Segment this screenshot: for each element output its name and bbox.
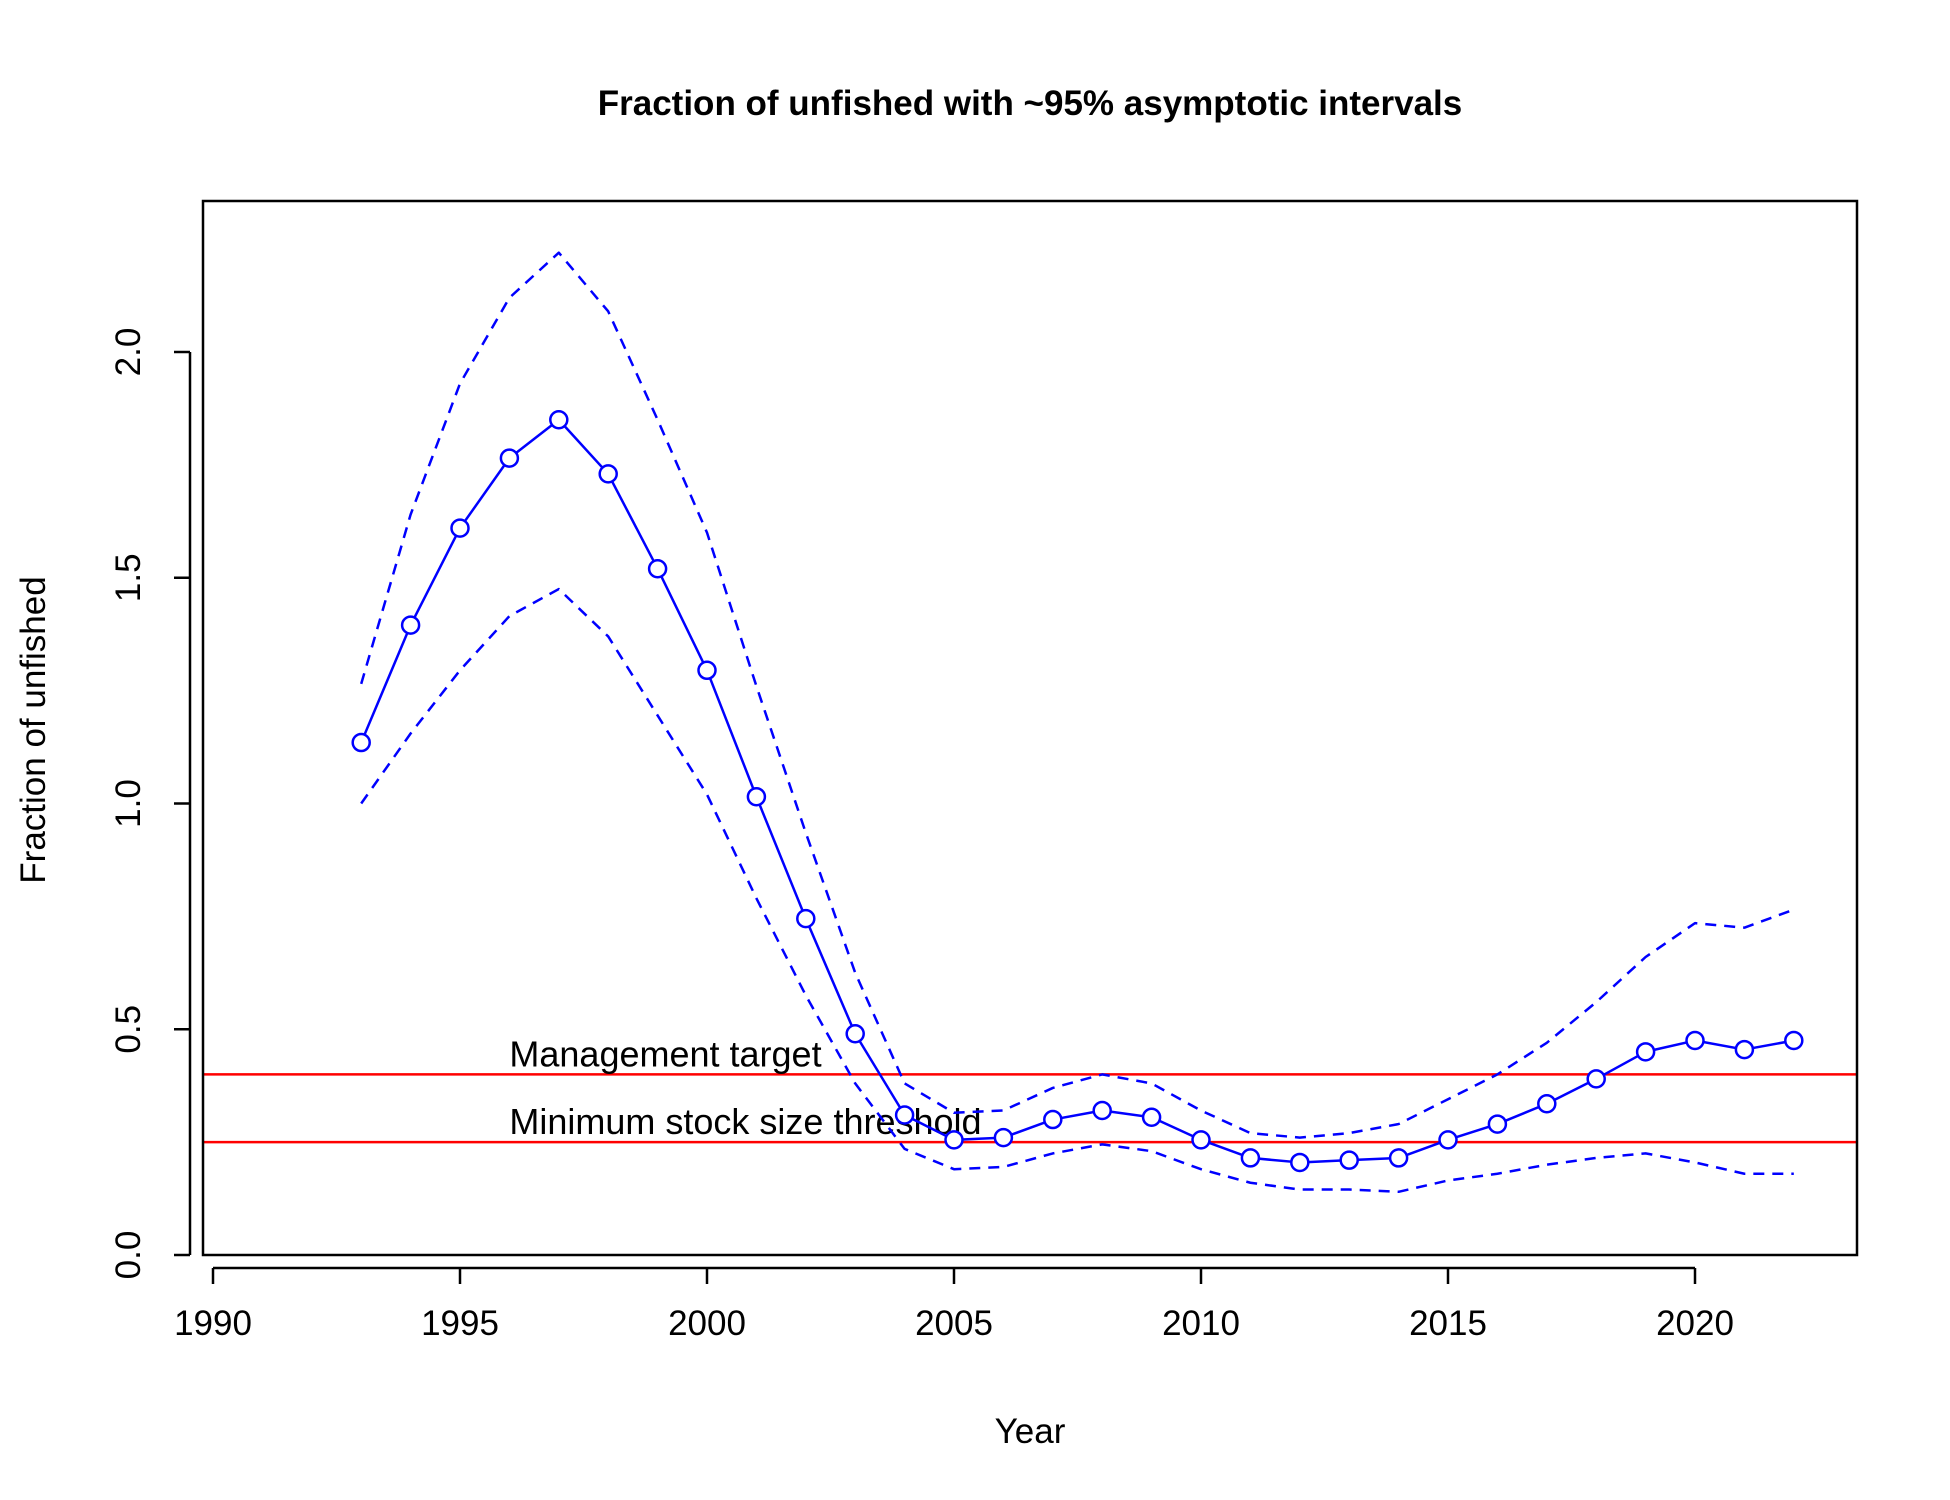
estimate-point: [1290, 1152, 1310, 1173]
x-axis-label: Year: [995, 1412, 1066, 1451]
estimate-point: [796, 908, 816, 929]
estimate-point: [1240, 1148, 1261, 1168]
estimate-point: [1784, 1030, 1804, 1051]
series-points: [351, 409, 1804, 1173]
x-tick-label: 2020: [1656, 1304, 1734, 1343]
y-tick-label: 1.0: [109, 779, 148, 828]
y-axis-label: Fraction of unfished: [14, 576, 53, 883]
y-tick-label: 1.5: [109, 553, 148, 602]
estimate-point: [549, 409, 569, 430]
y-tick-label: 0.0: [109, 1231, 148, 1280]
estimate-point: [845, 1024, 865, 1044]
plot-frame: [201, 199, 1859, 1257]
estimate-point: [351, 732, 371, 753]
x-tick-label: 1990: [174, 1304, 252, 1343]
x-tick-label: 1995: [421, 1304, 499, 1343]
axes: 1990 1995 2000 2005 2010 2015 2020 0.0 0.5 1.0 1.5…: [109, 328, 1734, 1343]
estimate-point: [894, 1105, 915, 1125]
y-axis-label-group: Fraction of unfished: [14, 576, 53, 883]
estimate-point: [1191, 1130, 1211, 1150]
y-tick-label: 0.5: [109, 1005, 148, 1054]
estimate-point: [1388, 1148, 1409, 1168]
x-tick-label: 2000: [668, 1304, 746, 1343]
y-tick-label: 2.0: [109, 328, 148, 377]
x-tick-label: 2010: [1162, 1304, 1240, 1343]
estimate-point: [1586, 1069, 1606, 1089]
estimate-point: [598, 464, 618, 484]
reference-lines: [203, 1073, 1857, 1144]
chart-title: Fraction of unfished with ~95% asymptoti…: [598, 84, 1463, 123]
estimate-point: [647, 558, 668, 579]
estimate-point: [450, 518, 470, 538]
estimate-point: [1043, 1109, 1063, 1130]
lower-95-interval-line: [360, 587, 1794, 1194]
reference-line-label: Management target: [509, 1033, 821, 1074]
estimate-point: [1635, 1042, 1656, 1062]
estimate-point: [1092, 1100, 1112, 1121]
estimate-point: [746, 786, 767, 807]
estimate-point: [697, 660, 717, 681]
x-tick-label: 2015: [1409, 1304, 1487, 1343]
estimate-point: [1734, 1039, 1755, 1060]
estimate-point: [1438, 1130, 1458, 1150]
estimate-point: [499, 448, 520, 468]
estimate-point: [400, 615, 421, 635]
estimate-point: [1141, 1107, 1162, 1128]
estimate-point: [944, 1130, 964, 1150]
estimate-point: [1339, 1150, 1359, 1170]
estimate-point: [1685, 1030, 1705, 1051]
x-tick-label: 2005: [915, 1304, 993, 1343]
estimate-point: [993, 1127, 1014, 1148]
upper-95-interval-line: [360, 251, 1795, 1139]
estimate-point: [1537, 1093, 1557, 1114]
estimate-point: [1487, 1114, 1508, 1134]
